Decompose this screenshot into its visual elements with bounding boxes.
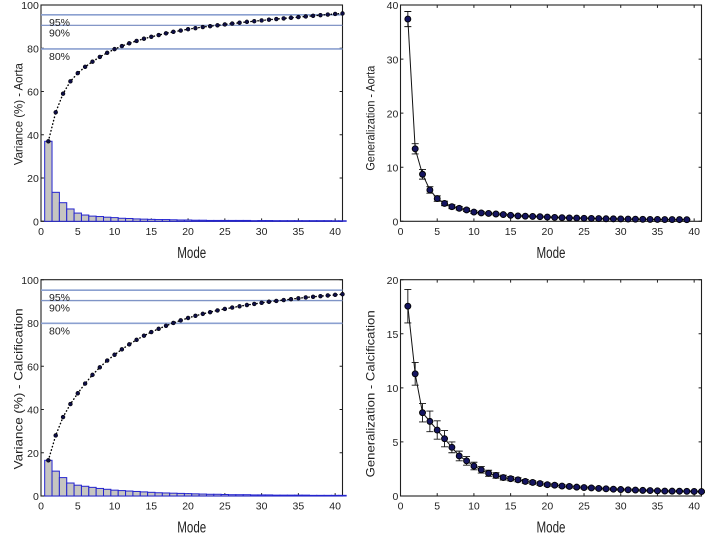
svg-text:5: 5 (75, 226, 81, 238)
svg-text:0: 0 (33, 217, 39, 229)
svg-text:15: 15 (145, 226, 157, 238)
svg-text:40: 40 (329, 501, 341, 513)
svg-text:20: 20 (541, 226, 553, 238)
svg-text:20: 20 (387, 108, 399, 120)
svg-text:30: 30 (615, 226, 627, 238)
svg-text:80: 80 (27, 43, 39, 55)
svg-text:5: 5 (434, 501, 440, 513)
svg-text:40: 40 (27, 405, 39, 417)
svg-text:40: 40 (329, 226, 341, 238)
svg-text:15: 15 (145, 501, 157, 513)
svg-text:20: 20 (182, 226, 194, 238)
svg-text:0: 0 (33, 491, 39, 503)
svg-text:20: 20 (27, 173, 39, 185)
svg-text:0: 0 (38, 226, 44, 238)
svg-text:25: 25 (578, 501, 590, 513)
svg-text:Mode: Mode (537, 520, 566, 534)
svg-text:Generalization - Calcification: Generalization - Calcification (364, 310, 378, 477)
svg-text:Generalization - Aorta: Generalization - Aorta (364, 65, 378, 170)
svg-text:20: 20 (387, 275, 399, 287)
svg-text:25: 25 (578, 226, 590, 238)
svg-text:5: 5 (392, 437, 398, 449)
svg-text:100: 100 (21, 0, 39, 12)
svg-text:35: 35 (652, 501, 664, 513)
svg-text:80%: 80% (49, 51, 70, 63)
svg-text:5: 5 (434, 226, 440, 238)
svg-text:35: 35 (293, 501, 305, 513)
svg-text:90%: 90% (49, 303, 70, 315)
svg-text:90%: 90% (49, 27, 70, 39)
svg-text:95%: 95% (49, 292, 70, 304)
svg-text:10: 10 (387, 162, 399, 174)
svg-text:0: 0 (398, 226, 404, 238)
svg-text:Mode: Mode (177, 245, 206, 262)
svg-text:80: 80 (27, 318, 39, 330)
svg-text:10: 10 (468, 501, 480, 513)
svg-text:10: 10 (468, 226, 480, 238)
svg-text:10: 10 (387, 383, 399, 395)
svg-text:40: 40 (688, 226, 700, 238)
svg-text:40: 40 (688, 501, 700, 513)
svg-text:Mode: Mode (537, 245, 566, 262)
svg-text:60: 60 (27, 361, 39, 373)
svg-text:30: 30 (387, 54, 399, 66)
svg-text:95%: 95% (49, 17, 70, 29)
svg-text:15: 15 (387, 329, 399, 341)
svg-text:25: 25 (219, 226, 231, 238)
svg-text:Variance (%) - Calcification: Variance (%) - Calcification (12, 308, 26, 469)
svg-text:15: 15 (505, 501, 517, 513)
svg-text:60: 60 (27, 87, 39, 99)
svg-text:25: 25 (219, 501, 231, 513)
svg-text:35: 35 (652, 226, 664, 238)
svg-text:80%: 80% (49, 325, 70, 337)
svg-text:40: 40 (387, 0, 399, 12)
svg-text:0: 0 (38, 501, 44, 513)
svg-text:5: 5 (75, 501, 81, 513)
svg-text:10: 10 (109, 226, 121, 238)
svg-text:0: 0 (392, 491, 398, 503)
svg-text:10: 10 (109, 501, 121, 513)
svg-text:40: 40 (27, 130, 39, 142)
svg-text:Mode: Mode (177, 520, 206, 534)
svg-text:0: 0 (398, 501, 404, 513)
svg-text:0: 0 (392, 217, 398, 229)
svg-text:20: 20 (541, 501, 553, 513)
svg-text:30: 30 (256, 226, 268, 238)
svg-text:100: 100 (21, 275, 39, 287)
svg-text:Variance (%) - Aorta: Variance (%) - Aorta (12, 63, 26, 165)
svg-text:30: 30 (256, 501, 268, 513)
svg-text:15: 15 (505, 226, 517, 238)
svg-text:35: 35 (293, 226, 305, 238)
svg-text:20: 20 (27, 448, 39, 460)
svg-text:30: 30 (615, 501, 627, 513)
svg-text:20: 20 (182, 501, 194, 513)
